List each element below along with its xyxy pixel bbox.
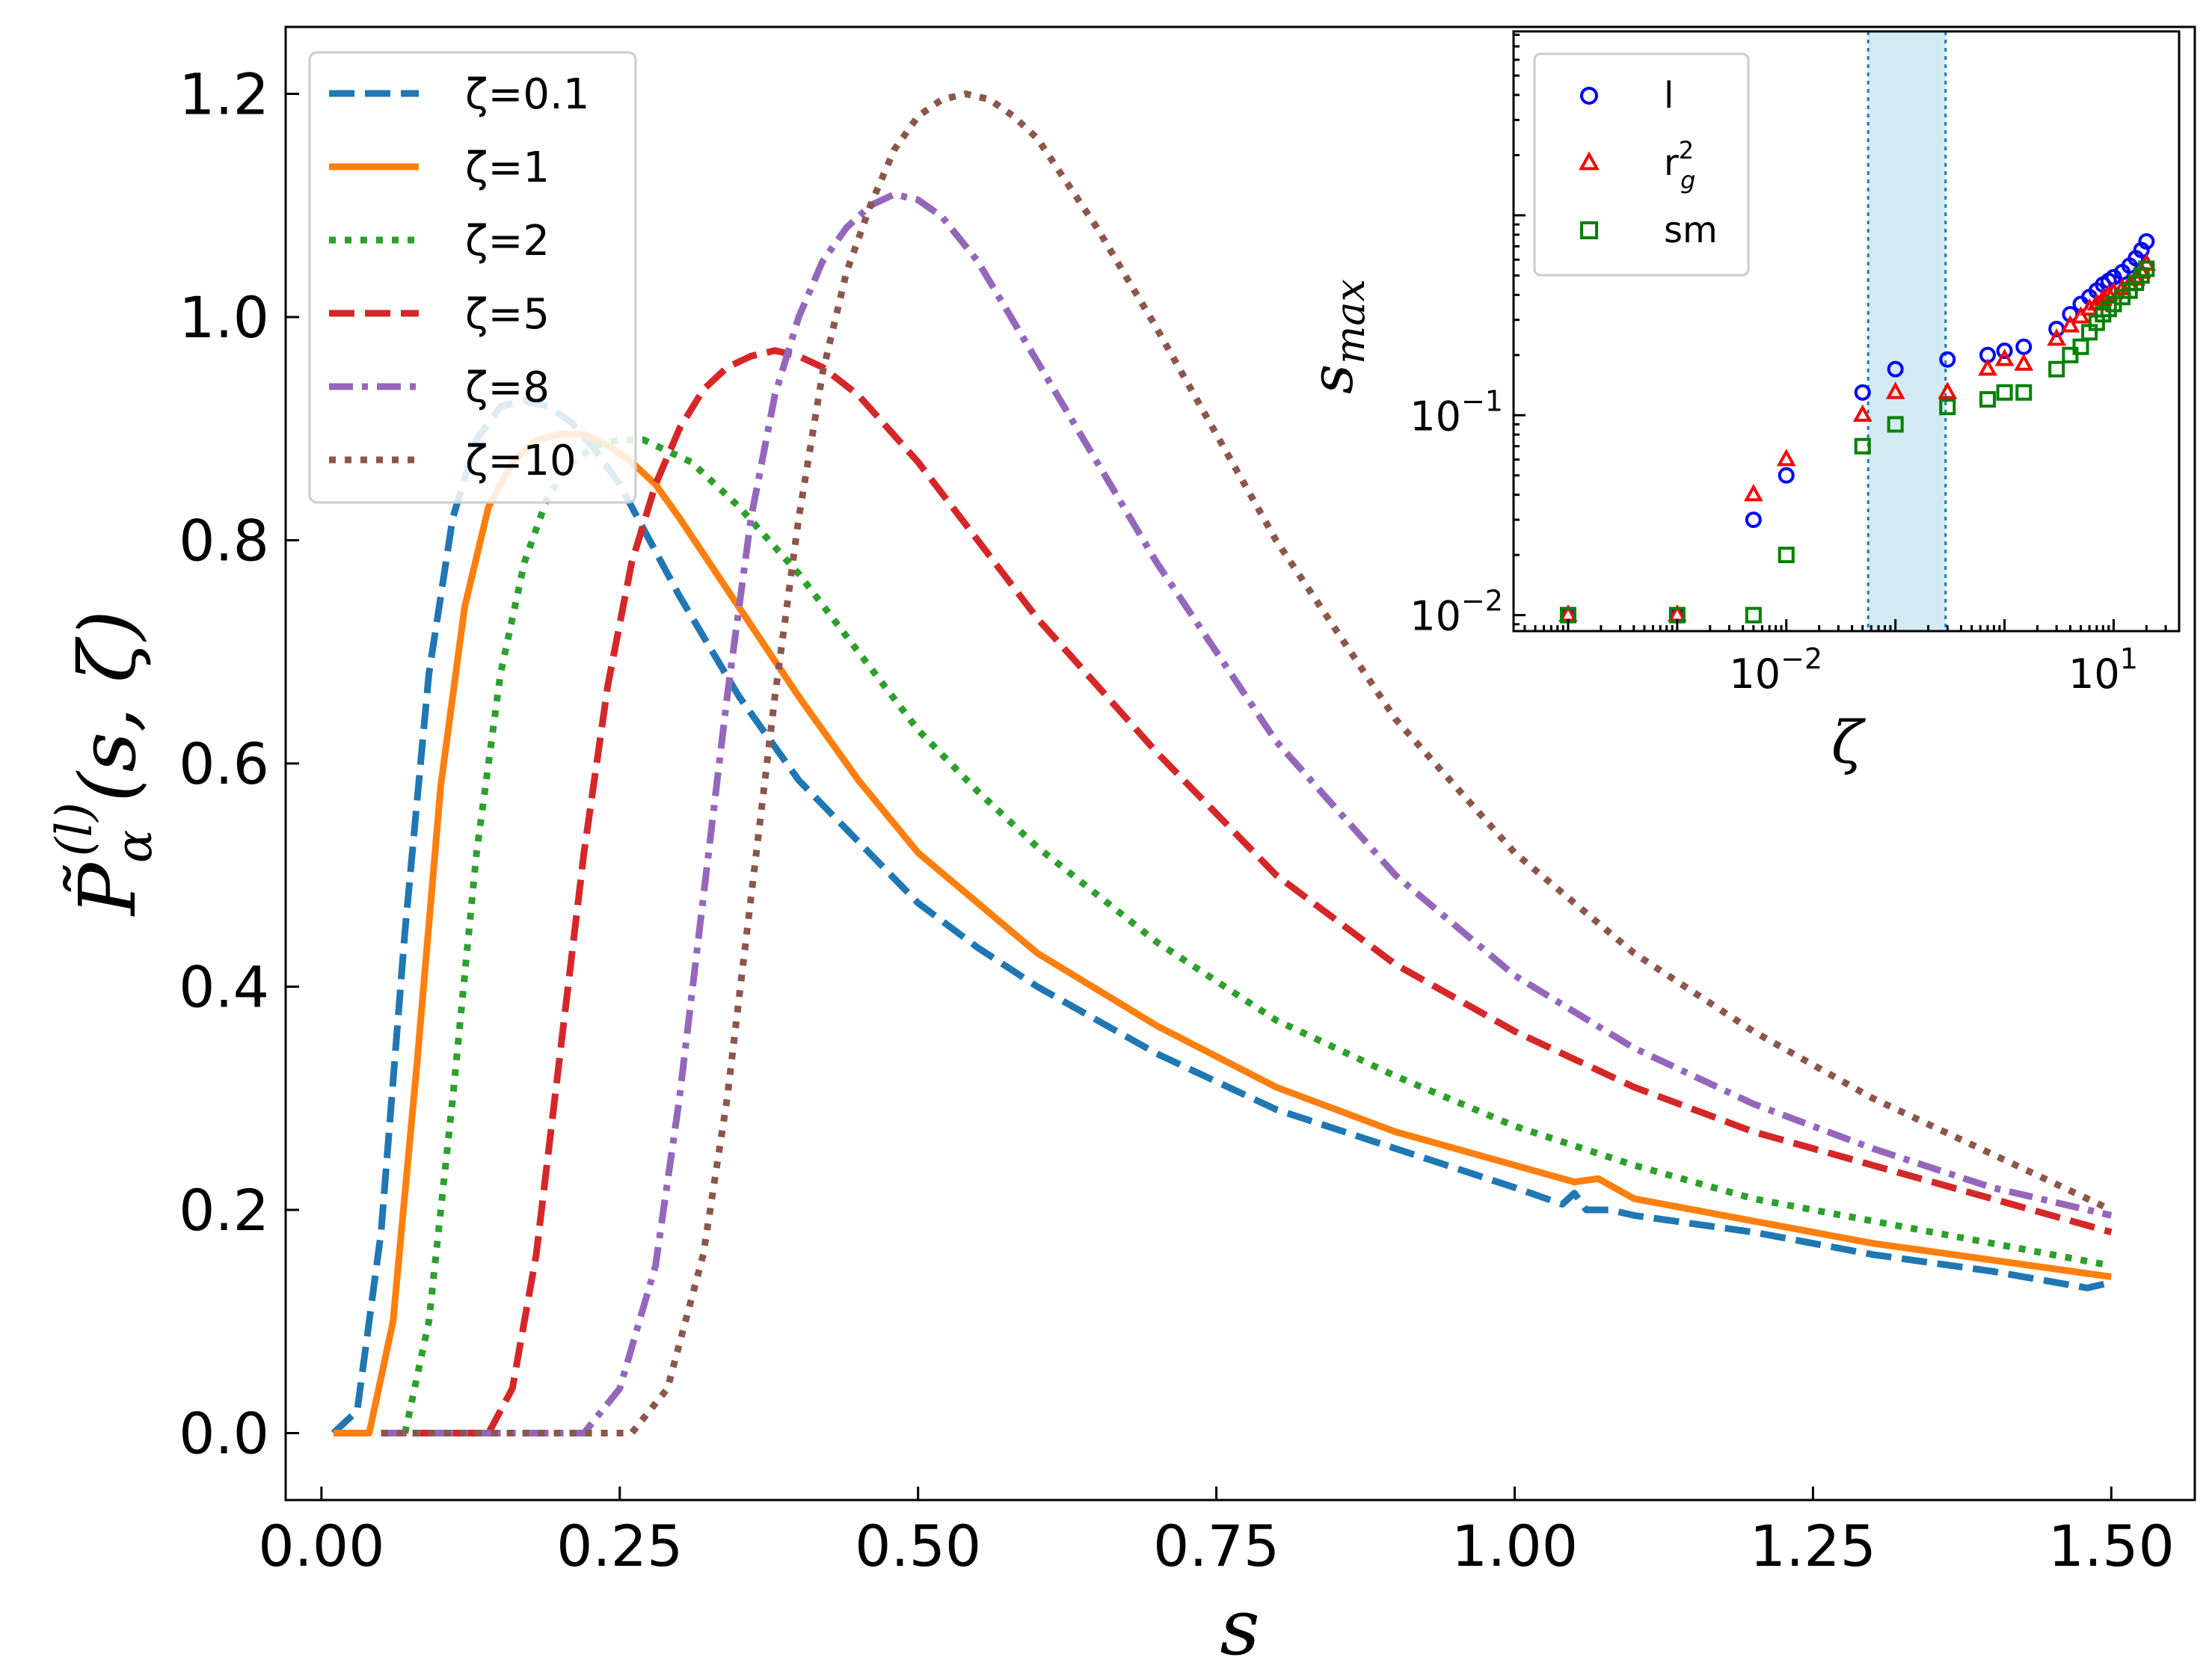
inset-legend-marker-1 [1580,87,1598,105]
inset-point-triangle [2098,283,2119,302]
inset-point-circle [1778,467,1795,484]
inset-point-square [1854,437,1871,455]
legend-label-6: ζ=10 [465,437,577,485]
inset-legend-label-3: sm [1664,209,1718,251]
inset-point-triangle [2071,306,2091,324]
main-y-label-symbol: P̃ [62,861,153,917]
inset-point-triangle [1978,358,1997,376]
inset-point-triangle [1994,348,2015,366]
inset-y-label-sub: max [1327,279,1374,364]
shaded-band [1868,31,1946,631]
inset-point-square [1979,391,1996,408]
inset-point-square [1939,399,1956,416]
inset-legend-box [1533,52,1750,277]
x-tick-label: 0.00 [258,1513,384,1579]
main-axis-ticks: 0.00 0.25 0.50 0.75 1.00 1.25 1.50 0.0 0.2 0.4 0.6… [179,61,2175,1579]
series-line-6 [381,90,2113,1436]
x-tick-label: 1.25 [1750,1513,1876,1579]
inset-point-square [1778,547,1795,564]
main-plot-frame [284,25,2196,1502]
inset-point-triangle [1885,381,1905,399]
y-tick-label: 1.0 [179,284,269,351]
inset-legend: l r2 g sm [1533,52,1750,277]
inset-point-circle [1996,342,2013,360]
legend-label-5: ζ=8 [465,363,550,412]
inset-legend-marker-2 [1579,151,1600,170]
inset-point-triangle [1938,381,1958,399]
inset-y-label-symbol: s [1299,364,1366,394]
inset-legend-label-2: r2 g [1664,136,1695,194]
x-tick-label: 0.75 [1153,1513,1279,1579]
main-y-axis-label: P̃α(l)(s, ζ) [46,610,163,917]
y-tick-label: 0.6 [179,731,269,797]
inset-point-circle [2138,233,2155,250]
x-tick-label: 1.00 [1451,1513,1578,1579]
main-y-label-args: (s, ζ) [62,610,153,802]
inset-point-triangle [2047,328,2067,346]
y-tick-label: 0.0 [179,1400,269,1466]
y-tick-label: 0.4 [179,953,269,1020]
x-tick-label: 1.50 [2048,1513,2175,1579]
legend-label-2: ζ=1 [465,144,550,192]
legend-label-4: ζ=5 [465,290,550,339]
inset-point-square [2100,301,2117,318]
x-tick-label: 0.50 [855,1513,981,1579]
x-tick-label: 0.25 [556,1513,683,1579]
inset-point-circle [1939,351,1956,368]
series-line-3 [402,436,2113,1434]
inset-shaded-band [1867,31,1947,631]
svg-text:P̃α(l)(s, ζ): P̃α(l)(s, ζ) [46,610,163,917]
main-legend: ζ=0.1 ζ=1 ζ=2 ζ=5 ζ=8 ζ=10 [308,51,637,504]
main-x-axis-label: s [1220,1582,1259,1673]
inset-y-tick-label: 10−2 [1410,585,1503,640]
inset-point-triangle [2060,315,2080,333]
inset-point-circle [1745,511,1762,529]
inset-frame [1512,30,2181,633]
inset-y-tick-label: 10−1 [1410,384,1503,440]
series-line-2 [333,431,2112,1436]
y-tick-label: 0.2 [179,1177,269,1244]
inset-point-triangle [1776,449,1796,467]
inset-point-square [2062,346,2079,363]
inset-x-tick-label: 10−2 [1729,642,1822,698]
inset-legend-label-1: l [1664,75,1674,117]
inset-point-square [2048,360,2065,378]
inset-point-triangle [1743,484,1763,502]
inset-point-circle [1887,360,1904,378]
inset-plot: 10−2 101 10−2 10−1 l r2 g sm [1410,30,2181,698]
inset-point-square [1745,606,1762,624]
inset-point-square [2138,260,2155,277]
inset-point-triangle [1852,404,1872,422]
series-line-4 [381,347,2113,1436]
inset-point-square [2015,384,2033,401]
inset-scatter-points [1558,233,2157,624]
main-y-label-sub: α [105,830,163,864]
y-tick-label: 1.2 [179,61,269,128]
legend-label-3: ζ=2 [465,217,550,265]
inset-y-axis-label: smax [1299,279,1374,394]
legend-label-1: ζ=0.1 [465,70,589,119]
series-line-5 [381,191,2113,1436]
inset-point-triangle [2014,353,2034,371]
main-legend-box [308,51,637,504]
inset-point-circle [1854,384,1871,401]
inset-point-square [2072,338,2089,355]
inset-x-tick-label: 101 [2068,642,2138,698]
inset-point-square [1996,384,2013,401]
main-y-label-sup: (l) [46,802,103,857]
inset-x-axis-label: ζ [1831,710,1867,777]
y-tick-label: 0.8 [179,508,269,574]
svg-text:smax: smax [1299,279,1374,394]
inset-legend-marker-3 [1580,221,1598,239]
inset-point-square [1887,416,1904,433]
